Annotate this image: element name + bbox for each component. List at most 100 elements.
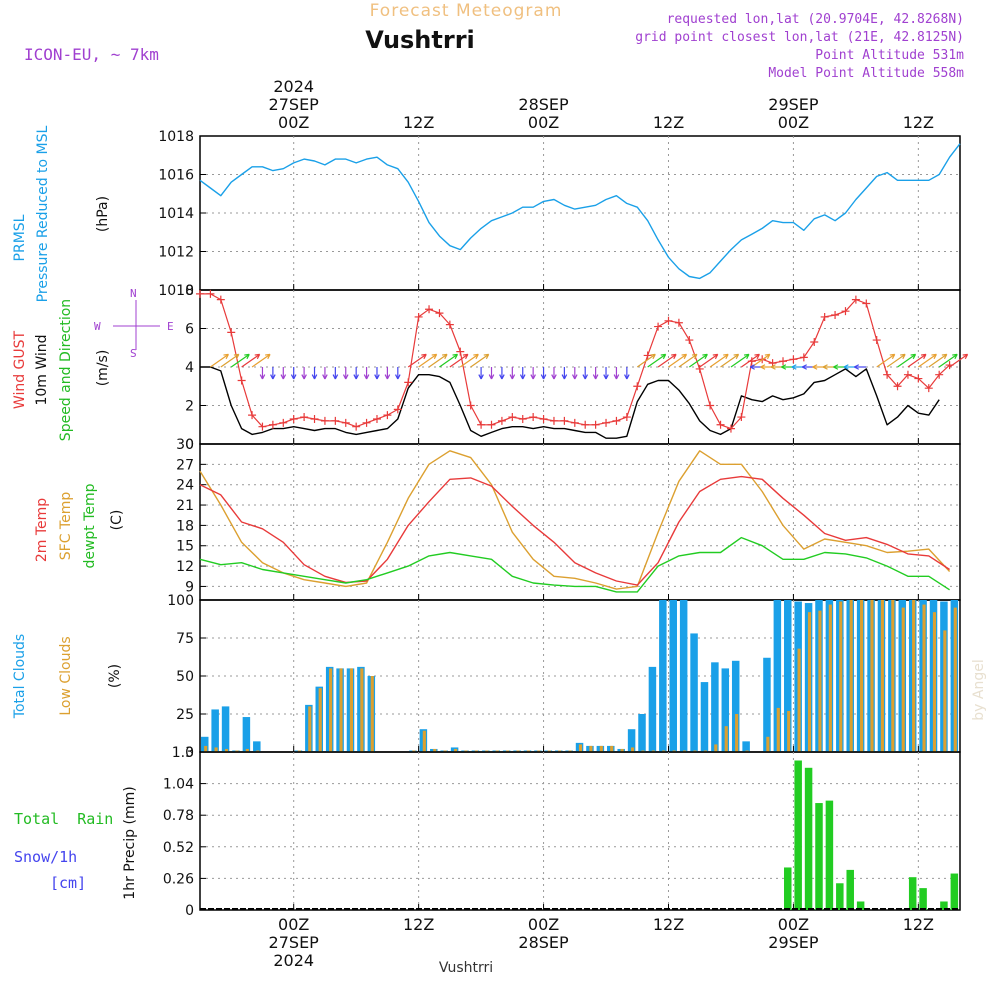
total-cloud-bar <box>721 668 730 752</box>
wind-dir-arrowhead <box>270 374 276 380</box>
pressure-ytick-label: 1012 <box>158 245 194 261</box>
wind-dir-arrow <box>668 353 687 368</box>
low-cloud-bar <box>912 600 916 752</box>
gust-marker <box>414 312 423 321</box>
low-cloud-bar <box>422 730 426 752</box>
rain-bar <box>836 883 844 910</box>
wind-dir-arrowhead <box>499 374 505 380</box>
gust-marker <box>560 416 569 425</box>
total-cloud-bar <box>679 600 688 752</box>
low-cloud-bar <box>953 607 957 752</box>
gust-marker <box>706 401 715 410</box>
cloud-ytick-label: 100 <box>167 593 194 609</box>
precip-ytick-label: 0 <box>185 903 194 919</box>
wind-dir-arrowhead <box>473 353 479 360</box>
low-cloud-bar <box>568 750 572 752</box>
rain-bar <box>794 760 802 910</box>
low-cloud-bar <box>651 750 655 752</box>
precip-ytick-label: 0.78 <box>163 808 194 824</box>
gust-marker <box>695 364 704 373</box>
bottom-date-label: 28SEP <box>518 933 569 952</box>
gust-marker <box>685 336 694 345</box>
low-cloud-bar <box>349 668 353 752</box>
wind-dir-arrowhead <box>812 364 818 370</box>
gust-marker <box>300 413 309 422</box>
wind-dir-arrowhead <box>462 353 469 360</box>
bottom-hour-label: 00Z <box>528 915 559 934</box>
wind-dir-arrow <box>709 353 729 368</box>
wind-dir-arrow <box>918 353 937 368</box>
gust-marker <box>643 351 652 360</box>
rain-label: Total Rain <box>14 810 113 828</box>
wind-dir-arrowhead <box>920 353 927 360</box>
gust-marker <box>268 420 277 429</box>
wind-dir-arrowhead <box>488 374 495 380</box>
precip-ytick-label: 0.52 <box>163 840 194 856</box>
gust-marker <box>497 416 506 425</box>
gust-marker <box>487 420 496 429</box>
low-cloud-bar <box>485 750 489 752</box>
gust-marker <box>831 311 840 320</box>
temp-ytick-label: 12 <box>176 559 194 575</box>
wind-dir-arrowhead <box>311 374 318 380</box>
wind-dir-arrowhead <box>910 353 917 360</box>
wind-dir-arrowhead <box>561 374 568 380</box>
gust-marker <box>612 416 621 425</box>
low-cloud-bar <box>547 750 551 752</box>
low-cloud-bar <box>578 744 583 752</box>
bottom-year-label: 2024 <box>273 951 314 970</box>
gust-marker <box>372 414 381 423</box>
low-cloud-bar <box>204 745 208 752</box>
gust-marker <box>508 413 517 422</box>
gust-label: Wind GUST <box>12 330 28 409</box>
gust-marker <box>622 413 631 422</box>
gust-marker <box>841 307 850 316</box>
low-cloud-bar <box>464 750 468 752</box>
wind-dir-arrowhead <box>384 374 391 380</box>
gust-marker <box>279 418 288 427</box>
gridpoint-coords: grid point closest lon,lat (21E, 42.8125… <box>635 30 964 45</box>
low-cloud-bar <box>329 668 333 752</box>
gust-marker <box>549 416 558 425</box>
wind-dir-arrowhead <box>801 364 807 370</box>
gust-marker <box>893 382 902 391</box>
low-cloud-bar <box>339 668 343 752</box>
low-cloud-bar <box>735 714 739 752</box>
gust-marker <box>518 414 527 423</box>
low-cloud-bar <box>870 600 874 752</box>
gust-marker <box>320 416 329 425</box>
pressure-ytick-label: 1016 <box>158 168 194 184</box>
low-cloud-bar <box>214 747 218 752</box>
gust-marker <box>196 289 204 298</box>
gust-marker <box>383 411 392 420</box>
wind-dir-arrowhead <box>244 353 250 360</box>
total-cloud-bar <box>201 736 209 752</box>
bottom-date-label: 29SEP <box>768 933 819 952</box>
top-hour-label: 00Z <box>278 113 309 132</box>
top-year-label: 2024 <box>273 77 314 96</box>
low-cloud-bar <box>433 748 437 752</box>
low-cloud-bar <box>610 745 614 752</box>
wind-dir-arrowhead <box>374 374 380 380</box>
gust-marker <box>674 318 683 327</box>
wind-dir-arrow <box>730 353 750 368</box>
direction-label: Speed and Direction <box>58 299 74 441</box>
rain-bar <box>950 873 959 910</box>
bottom-date-label: 27SEP <box>269 933 320 952</box>
cloud-panel: 0 25 50 75 100 <box>167 593 961 761</box>
wind-dir-arrow <box>699 353 719 368</box>
low-cloud-bar <box>516 750 520 752</box>
gust-marker <box>227 328 236 337</box>
gust-marker <box>935 370 944 379</box>
gust-marker <box>810 337 819 346</box>
temperature-panel: 9 12 15 18 21 24 27 30 <box>176 437 961 601</box>
credit: by Angel <box>971 659 987 720</box>
wind-dir-arrowhead <box>322 374 328 380</box>
low-cloud-bar <box>641 750 645 752</box>
wind-ytick-label: 6 <box>185 322 194 338</box>
wind-dir-arrow <box>657 353 677 368</box>
wind-ytick-label: 0 <box>185 437 194 453</box>
wind-dir-arrowhead <box>650 353 656 360</box>
wind-dir-arrowhead <box>854 364 860 370</box>
